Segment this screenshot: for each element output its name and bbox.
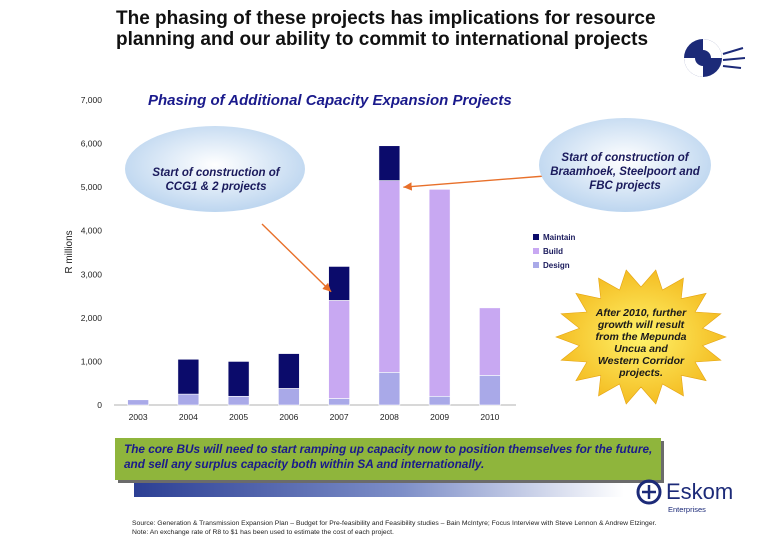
y-tick-label: 2,000: [81, 313, 103, 323]
legend-label-build: Build: [543, 247, 563, 256]
annotation-braamhoek: Start of construction of Braamhoek, Stee…: [550, 152, 700, 192]
corner-logo-icon: [684, 39, 745, 77]
cloud-callout-shape: [539, 118, 711, 212]
x-tick-label: 2003: [129, 412, 148, 422]
x-tick-label: 2010: [480, 412, 499, 422]
bar-segment-build: [378, 180, 401, 373]
callout-text: The core BUs will need to start ramping …: [124, 442, 653, 471]
y-tick-label: 0: [97, 400, 102, 410]
bar-segment-design: [428, 395, 451, 406]
chart-title: Phasing of Additional Capacity Expansion…: [148, 92, 512, 109]
legend-label-maintain: Maintain: [543, 233, 576, 242]
y-tick-label: 6,000: [81, 139, 103, 149]
bar-segment-design: [127, 399, 149, 406]
bar-segment-maintain: [278, 353, 300, 389]
bar-segment-maintain: [328, 266, 350, 301]
bar-segment-design: [227, 395, 250, 406]
source-line: Source: Generation & Transmission Expans…: [132, 520, 657, 527]
bar-segment-build: [479, 307, 501, 376]
legend-swatch-design: [533, 262, 539, 268]
y-tick-label: 3,000: [81, 269, 103, 279]
x-tick-label: 2005: [229, 412, 248, 422]
bar-segment-design: [378, 372, 401, 406]
y-axis-label: R millions: [64, 230, 75, 273]
y-tick-label: 4,000: [81, 226, 103, 236]
y-tick-label: 7,000: [81, 95, 103, 105]
callout-box: [115, 438, 661, 480]
x-tick-label: 2008: [380, 412, 399, 422]
bar-segment-design: [479, 375, 501, 406]
y-tick-label: 1,000: [81, 356, 103, 366]
x-tick-label: 2004: [179, 412, 198, 422]
cloud-callout-shape: [125, 126, 305, 212]
bar-segment-design: [278, 388, 300, 406]
starburst-polygon: [555, 269, 727, 405]
annotation-arrow-2008: [403, 175, 546, 191]
x-tick-label: 2009: [430, 412, 449, 422]
svg-text:Enterprises: Enterprises: [668, 505, 706, 514]
source-note: Source: Generation & Transmission Expans…: [132, 519, 772, 537]
annotation-future-growth: After 2010, further growth will result f…: [595, 307, 687, 379]
bar-segment-maintain: [227, 361, 250, 397]
starburst-callout-shape: [555, 269, 727, 405]
bar-segment-build: [428, 189, 451, 397]
annotation-arrow-2007: [261, 223, 332, 293]
bar-segment-maintain: [378, 145, 401, 181]
x-tick-label: 2007: [330, 412, 349, 422]
legend-swatch-build: [533, 248, 539, 254]
gradient-bar: [134, 483, 624, 497]
bar-segment-design: [328, 398, 350, 406]
y-tick-label: 5,000: [81, 182, 103, 192]
bar-segment-build: [328, 300, 350, 399]
slide-title: The phasing of these projects has implic…: [116, 8, 656, 50]
annotation-ccg: Start of construction of CCG1 & 2 projec…: [152, 167, 280, 193]
svg-text:Eskom: Eskom: [666, 479, 733, 504]
x-tick-label: 2006: [279, 412, 298, 422]
legend-swatch-maintain: [533, 234, 539, 240]
bar-segment-design: [177, 393, 200, 406]
note-line: Note: An exchange rate of R8 to $1 has b…: [132, 529, 394, 536]
eskom-logo-icon: Eskom Enterprises: [636, 479, 733, 514]
legend-label-design: Design: [543, 261, 570, 270]
bar-segment-maintain: [177, 358, 200, 395]
